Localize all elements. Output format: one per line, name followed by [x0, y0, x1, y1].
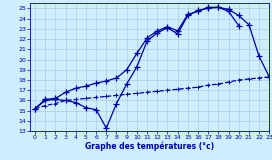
X-axis label: Graphe des températures (°c): Graphe des températures (°c)	[85, 141, 214, 151]
